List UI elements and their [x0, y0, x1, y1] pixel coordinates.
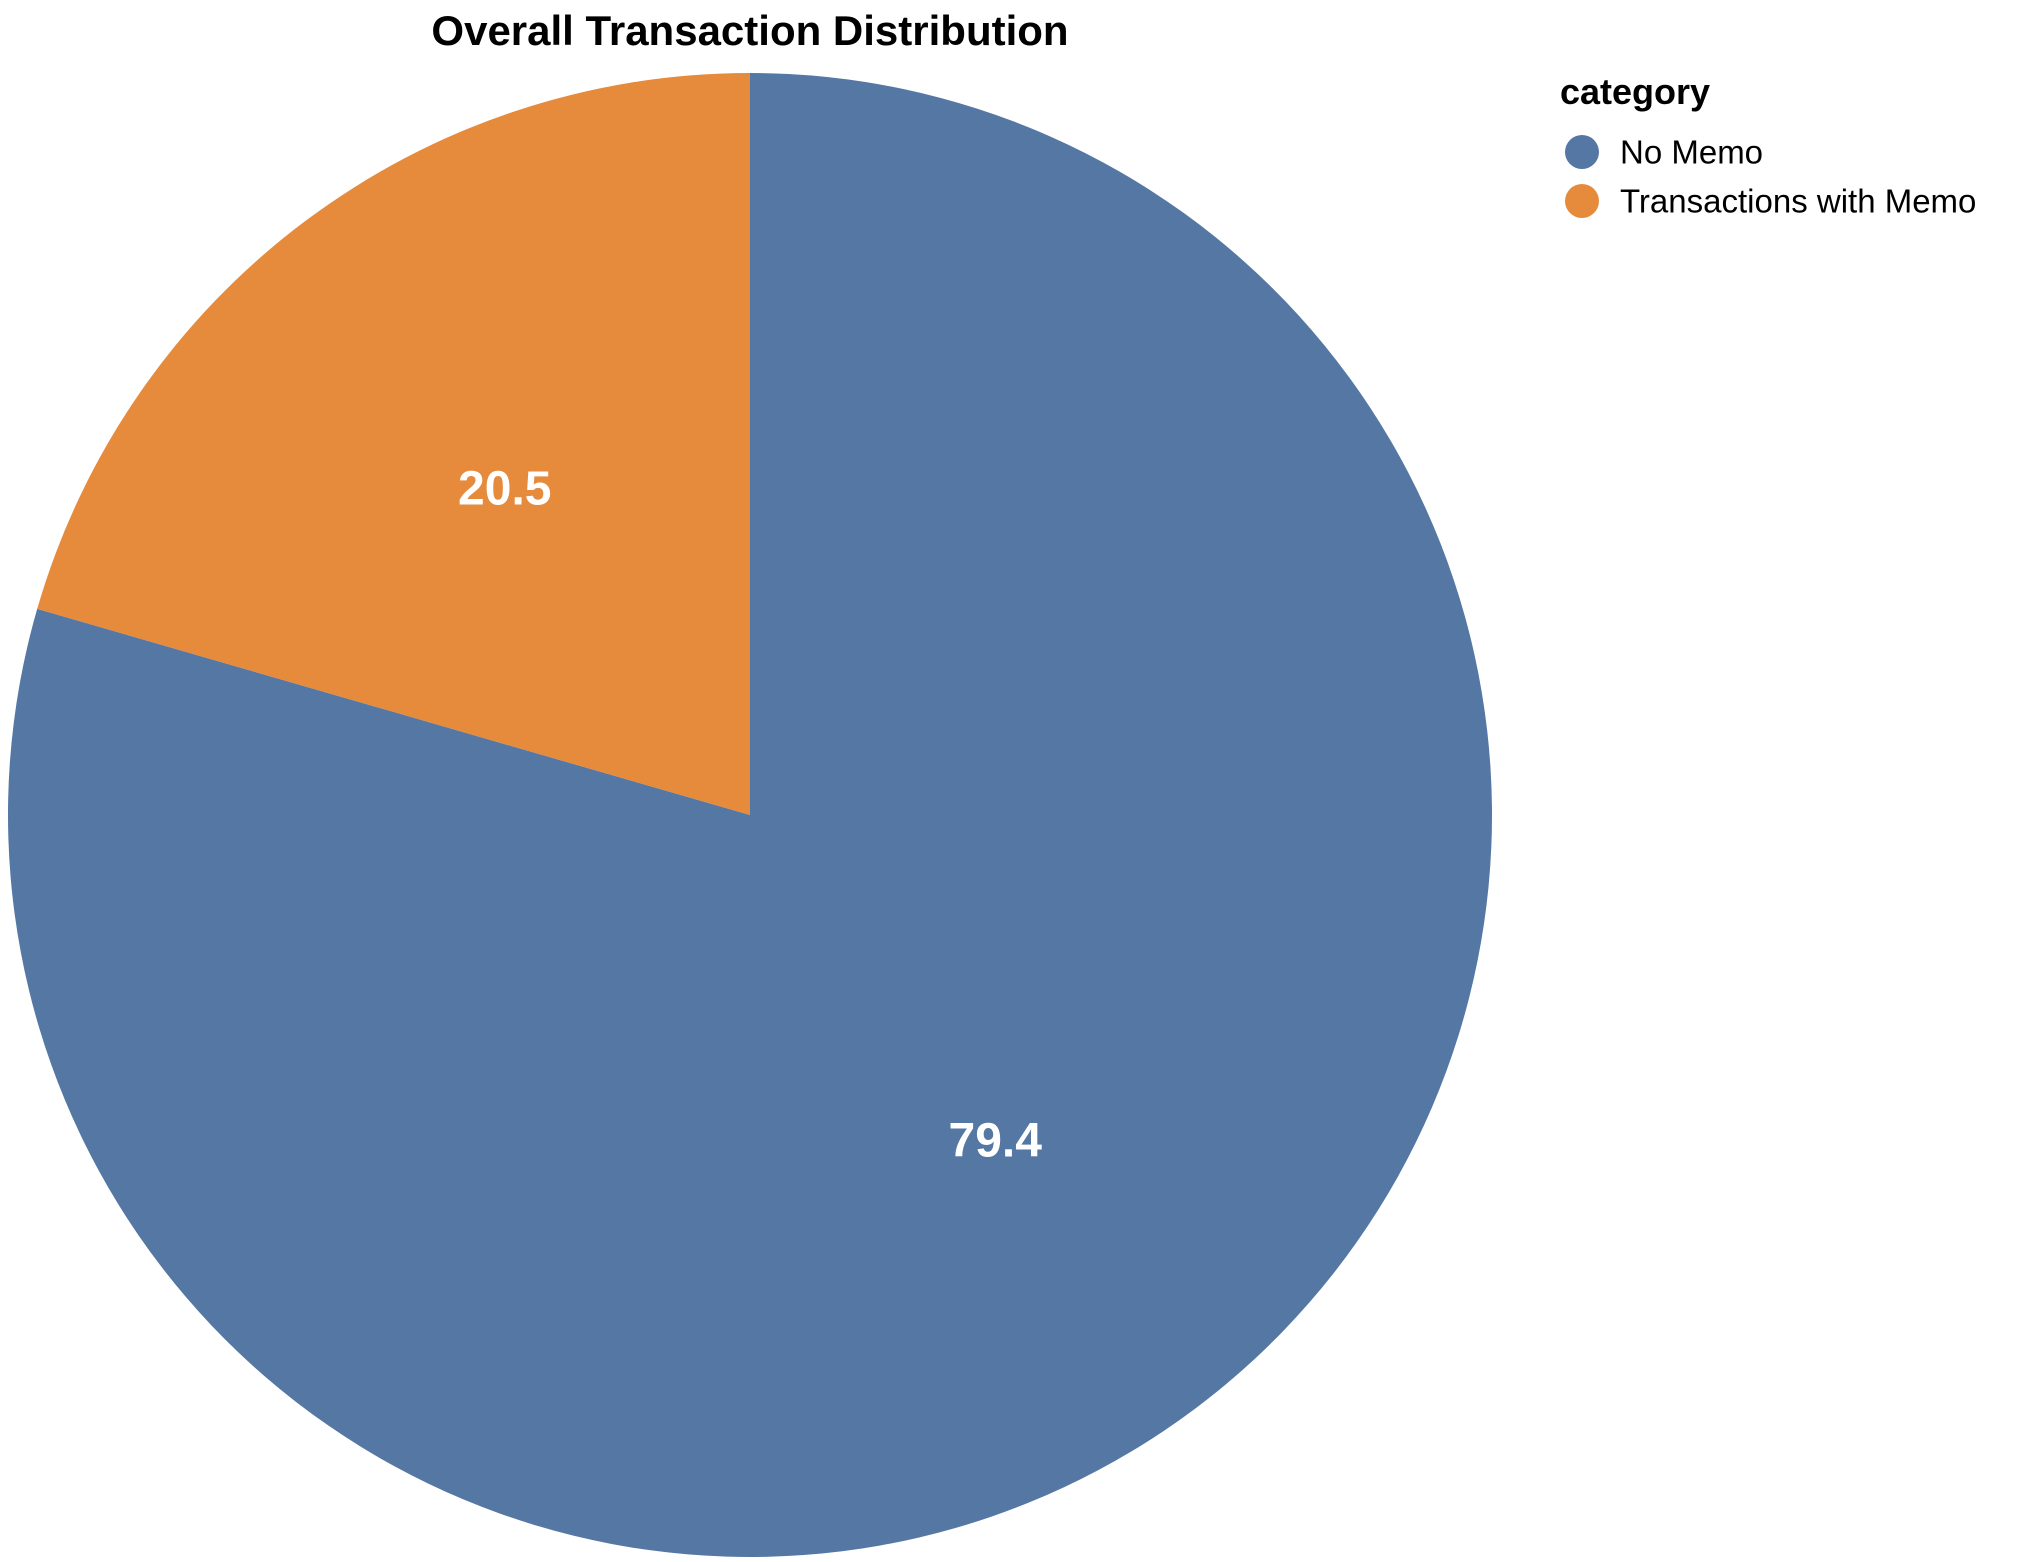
pie-slice-label: 20.5: [458, 462, 551, 515]
legend: category No Memo Transactions with Memo: [1560, 71, 1976, 220]
legend-label: No Memo: [1620, 134, 1763, 171]
pie-slice-transactions-with-memo: [37, 73, 750, 815]
chart-title: Overall Transaction Distribution: [431, 7, 1068, 54]
pie-slice-no-memo: [8, 73, 1492, 1557]
legend-title: category: [1560, 71, 1710, 112]
legend-items: No Memo Transactions with Memo: [1565, 134, 1976, 220]
legend-label: Transactions with Memo: [1620, 183, 1976, 220]
legend-swatch: [1565, 184, 1599, 218]
pie-slice-label: 79.4: [949, 1115, 1043, 1168]
pie-slices: [8, 73, 1492, 1557]
legend-swatch: [1565, 135, 1599, 169]
pie-slice-labels: 79.4 20.5: [458, 462, 1042, 1167]
